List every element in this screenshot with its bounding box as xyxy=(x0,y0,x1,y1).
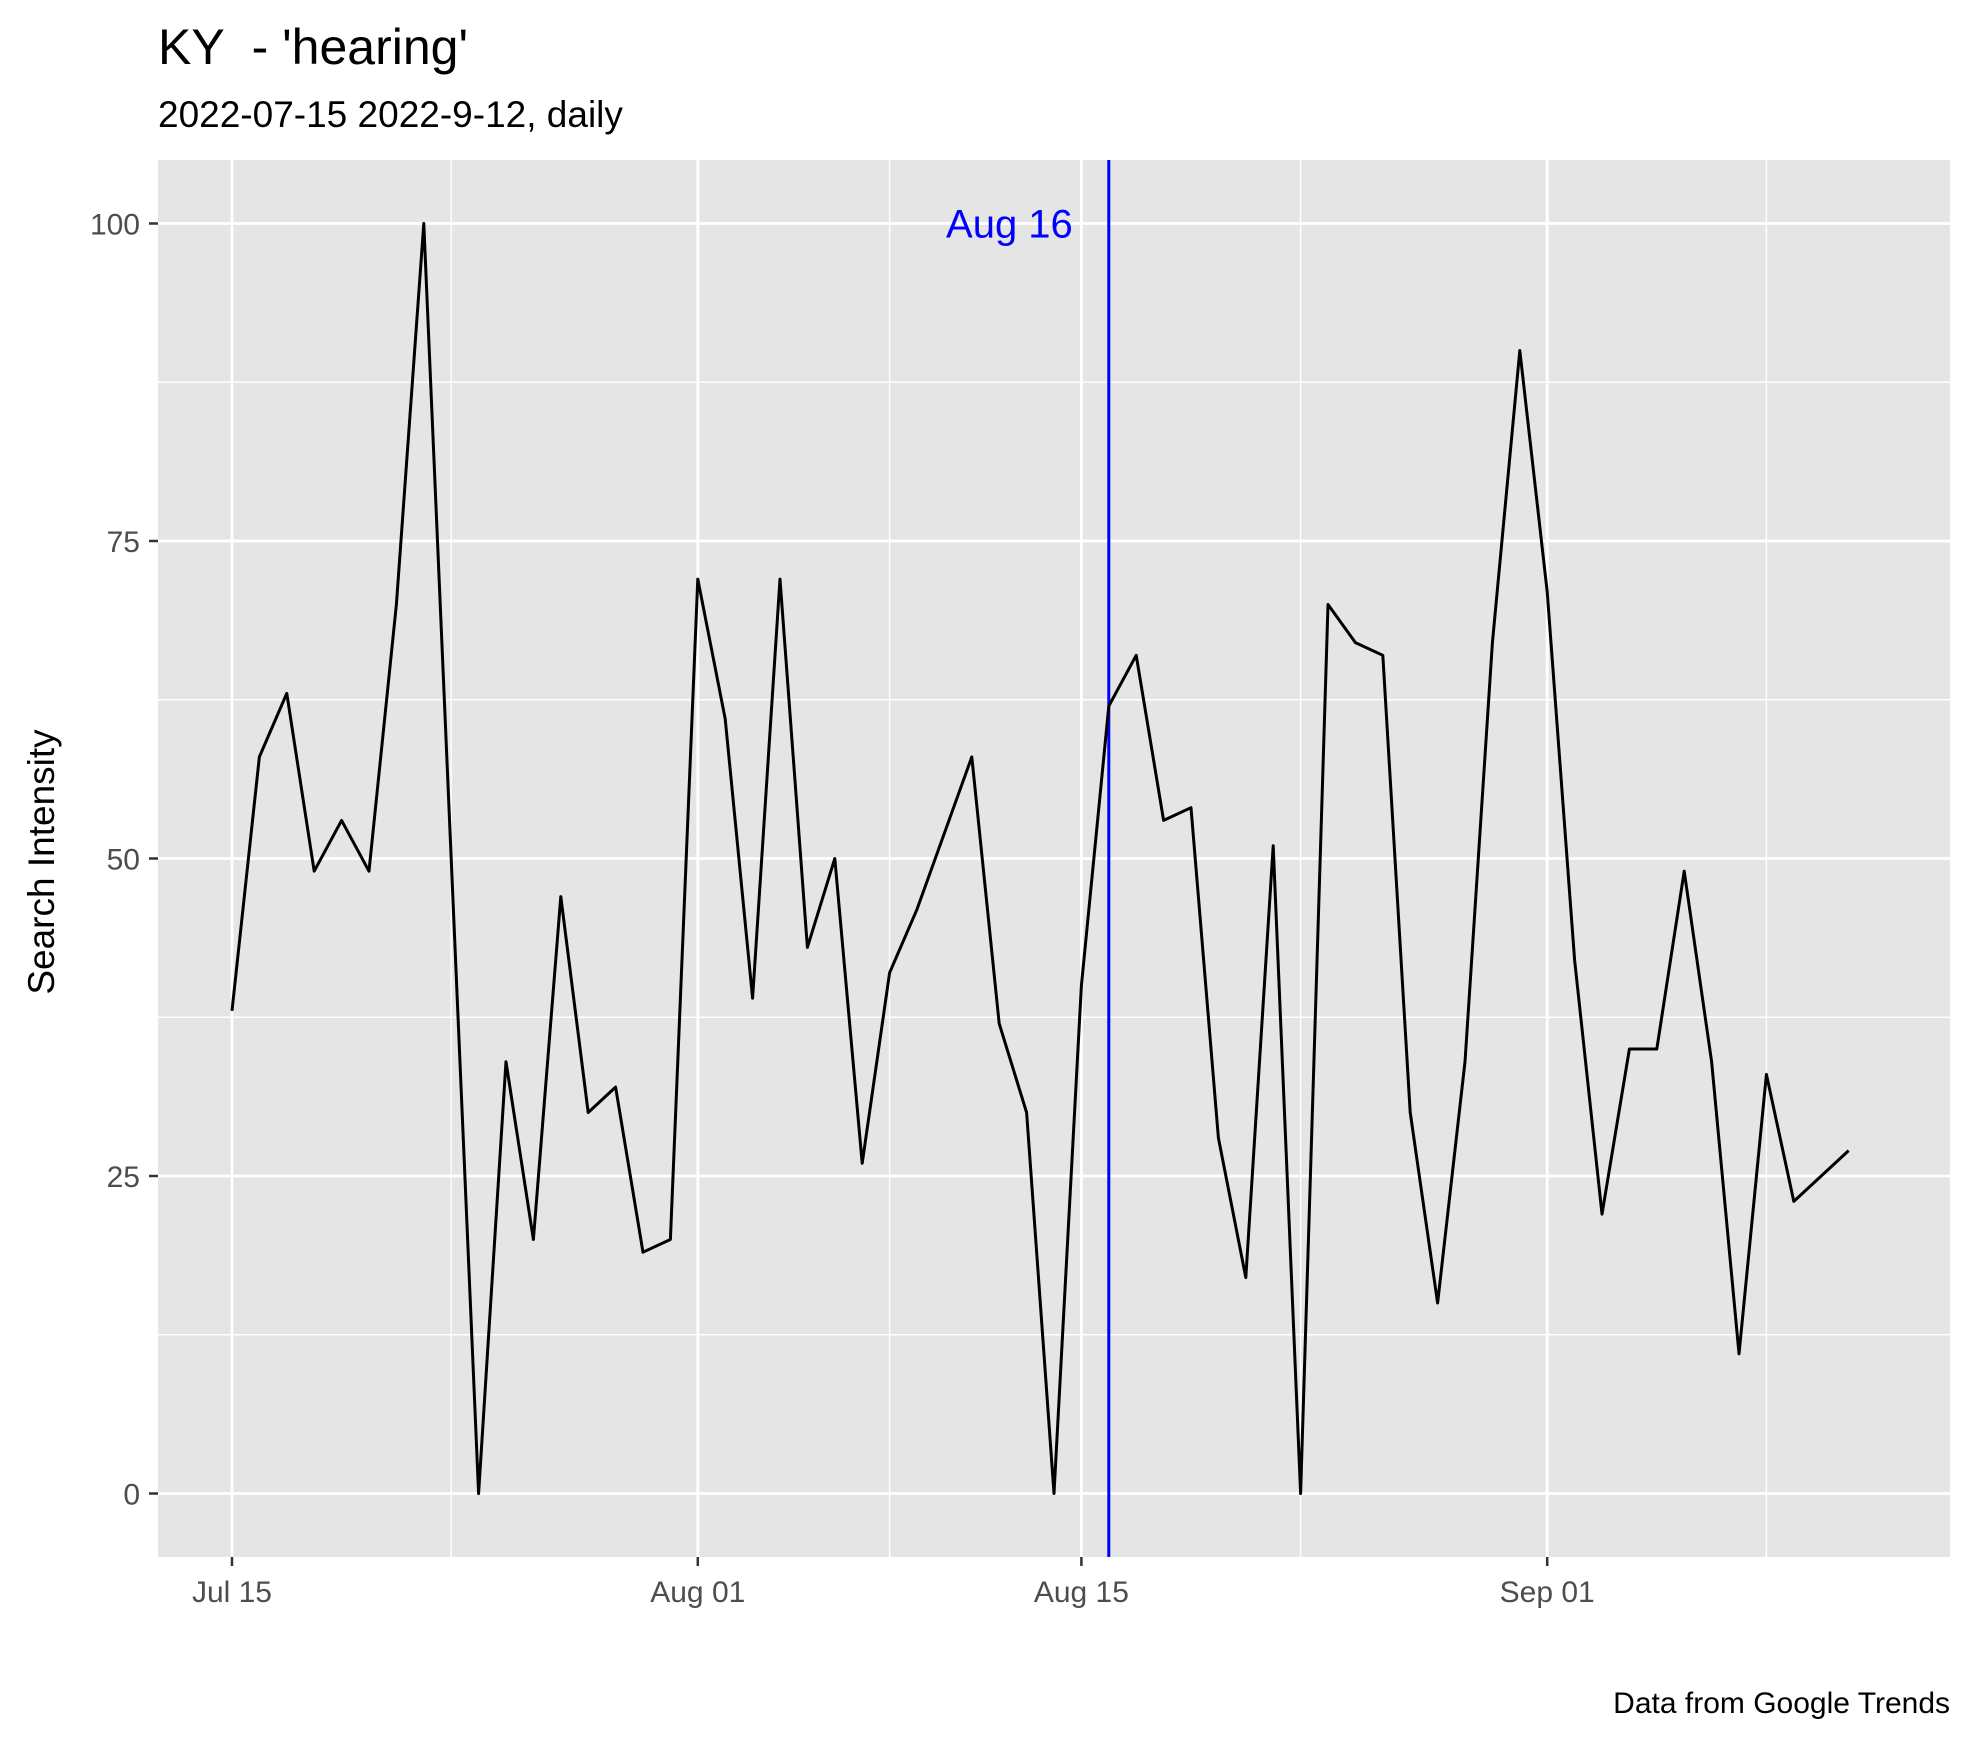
x-tick-label: Aug 01 xyxy=(650,1576,745,1609)
y-axis: 0 25 50 75 100 xyxy=(90,209,158,1512)
chart-title: KY - 'hearing' xyxy=(158,19,468,75)
x-tick-label: Aug 15 xyxy=(1034,1576,1129,1609)
major-gridlines xyxy=(158,160,1950,1557)
x-tick-label: Sep 01 xyxy=(1500,1576,1595,1609)
series-line xyxy=(230,222,1850,1495)
annotation-label: Aug 16 xyxy=(946,203,1073,247)
annotations: Aug 16 xyxy=(946,160,1111,1557)
y-tick-label: 50 xyxy=(107,844,140,877)
x-tick-label: Jul 15 xyxy=(192,1576,272,1609)
y-tick-label: 0 xyxy=(123,1479,140,1512)
y-tick-label: 25 xyxy=(107,1161,140,1194)
series-group xyxy=(230,222,1850,1495)
y-tick-label: 75 xyxy=(107,526,140,559)
y-axis-title: Search Intensity xyxy=(21,729,62,995)
chart-caption: Data from Google Trends xyxy=(1613,1687,1950,1720)
y-tick-label: 100 xyxy=(90,209,140,242)
chart-subtitle: 2022-07-15 2022-9-12, daily xyxy=(158,94,623,135)
x-axis: Jul 15 Aug 01 Aug 15 Sep 01 xyxy=(192,1557,1595,1609)
